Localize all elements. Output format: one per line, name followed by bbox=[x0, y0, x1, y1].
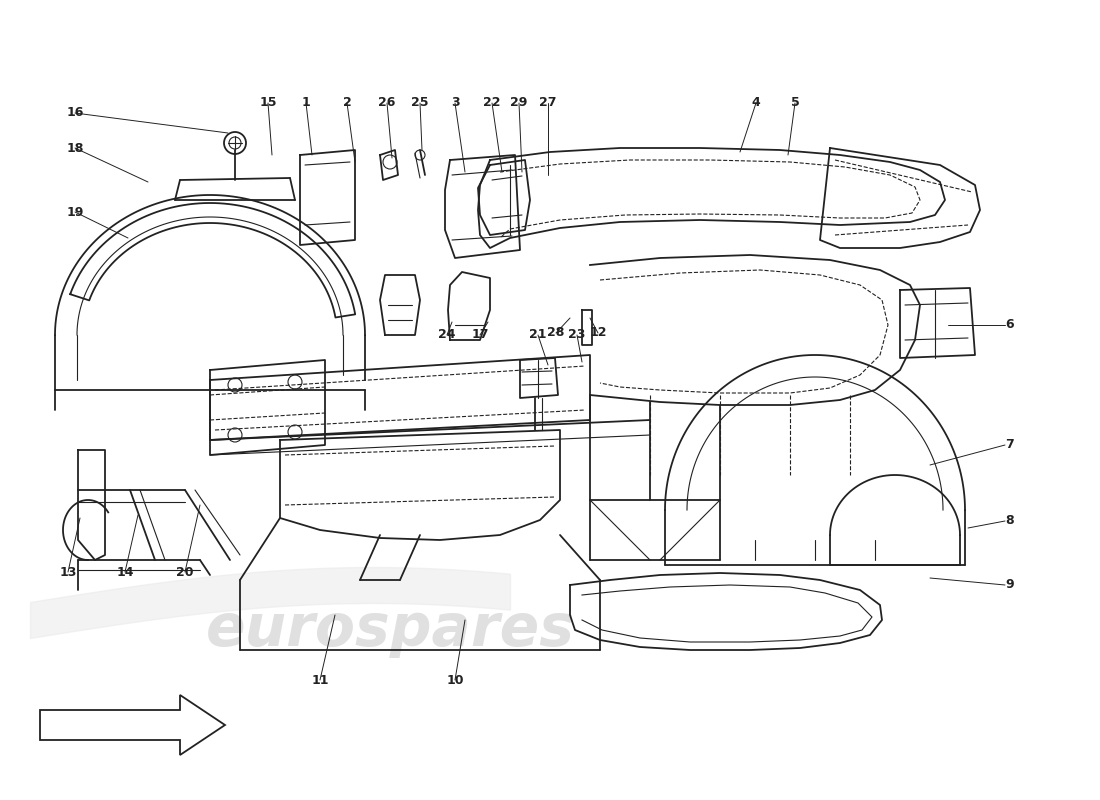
Text: 22: 22 bbox=[483, 97, 500, 110]
Text: 3: 3 bbox=[451, 97, 460, 110]
Text: 25: 25 bbox=[411, 97, 429, 110]
Text: 9: 9 bbox=[1005, 578, 1014, 591]
Text: 7: 7 bbox=[1005, 438, 1014, 451]
Text: 13: 13 bbox=[59, 566, 77, 578]
Text: 19: 19 bbox=[66, 206, 84, 218]
Text: 12: 12 bbox=[590, 326, 607, 339]
Text: 4: 4 bbox=[751, 97, 760, 110]
Text: 20: 20 bbox=[176, 566, 194, 578]
Text: 15: 15 bbox=[260, 97, 277, 110]
Text: 17: 17 bbox=[471, 329, 488, 342]
Text: 5: 5 bbox=[791, 97, 800, 110]
Text: 27: 27 bbox=[539, 97, 557, 110]
Text: 8: 8 bbox=[1005, 514, 1014, 527]
Text: 26: 26 bbox=[378, 97, 396, 110]
Text: 28: 28 bbox=[548, 326, 564, 339]
Text: 1: 1 bbox=[301, 97, 310, 110]
Text: 18: 18 bbox=[66, 142, 84, 154]
Text: eurospares: eurospares bbox=[206, 602, 574, 658]
Text: 16: 16 bbox=[66, 106, 84, 119]
Text: 2: 2 bbox=[342, 97, 351, 110]
Text: 21: 21 bbox=[529, 329, 547, 342]
Text: 6: 6 bbox=[1005, 318, 1014, 331]
Text: 24: 24 bbox=[438, 329, 455, 342]
Text: 29: 29 bbox=[510, 97, 528, 110]
Text: 11: 11 bbox=[311, 674, 329, 686]
Text: 23: 23 bbox=[569, 329, 585, 342]
Text: 10: 10 bbox=[447, 674, 464, 686]
Text: 14: 14 bbox=[117, 566, 134, 578]
